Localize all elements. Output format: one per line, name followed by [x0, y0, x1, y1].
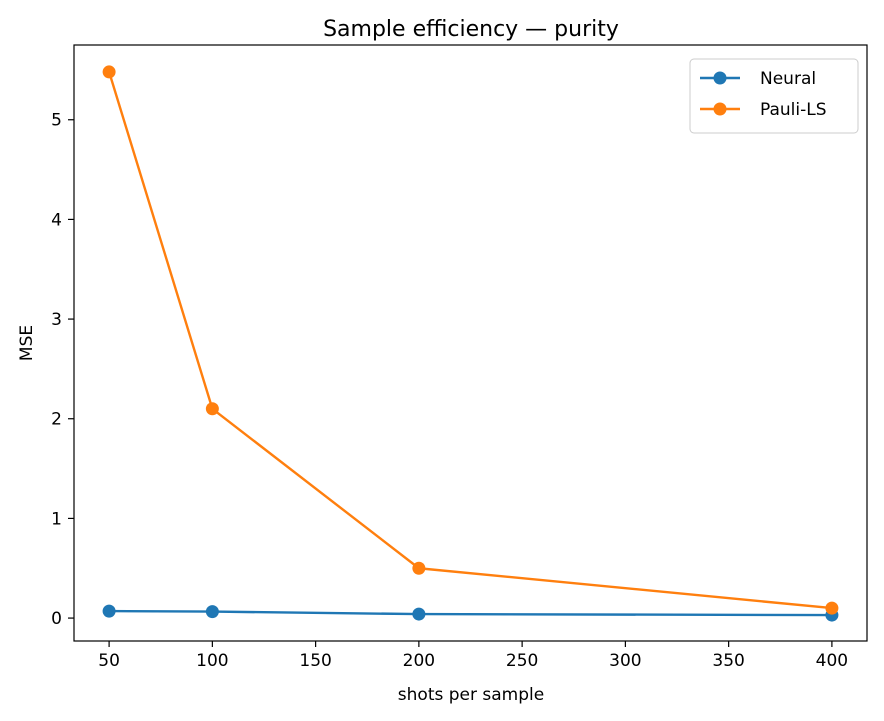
x-axis-ticks: 50 100 150 200 250 300 350 400 [98, 641, 848, 671]
x-tick-label: 200 [403, 651, 435, 671]
series-line-neural [109, 609, 832, 617]
y-tick-label: 1 [51, 509, 62, 529]
data-point-pauli-ls [825, 601, 839, 615]
x-tick-label: 400 [816, 651, 848, 671]
y-tick-label: 0 [51, 609, 62, 629]
series-line-pauli-ls [107, 71, 833, 610]
data-point-neural [412, 607, 426, 621]
x-tick-label: 50 [98, 651, 120, 671]
legend-label: Pauli-LS [760, 100, 827, 120]
legend: Neural Pauli-LS [689, 58, 859, 134]
legend-marker [713, 102, 727, 116]
y-axis-label: MSE [17, 325, 37, 361]
x-tick-label: 150 [299, 651, 331, 671]
x-tick-label: 300 [609, 651, 641, 671]
legend-label: Neural [760, 69, 816, 89]
x-tick-label: 250 [506, 651, 538, 671]
legend-marker [713, 71, 727, 85]
data-point-pauli-ls [205, 402, 219, 416]
chart-title: Sample efficiency — purity [323, 17, 619, 42]
data-point-neural [102, 604, 116, 618]
y-axis-ticks: 0 1 2 3 4 5 [51, 111, 74, 629]
x-axis-label: shots per sample [398, 685, 544, 705]
y-tick-label: 3 [51, 310, 62, 330]
y-tick-label: 2 [51, 410, 62, 430]
data-point-pauli-ls [102, 65, 116, 79]
y-tick-label: 4 [51, 210, 62, 230]
plot-frame [73, 44, 868, 642]
x-tick-label: 350 [712, 651, 744, 671]
y-tick-label: 5 [51, 111, 62, 131]
data-point-neural [205, 605, 219, 619]
x-tick-label: 100 [196, 651, 228, 671]
plot-area [102, 65, 839, 622]
data-point-pauli-ls [412, 561, 426, 575]
